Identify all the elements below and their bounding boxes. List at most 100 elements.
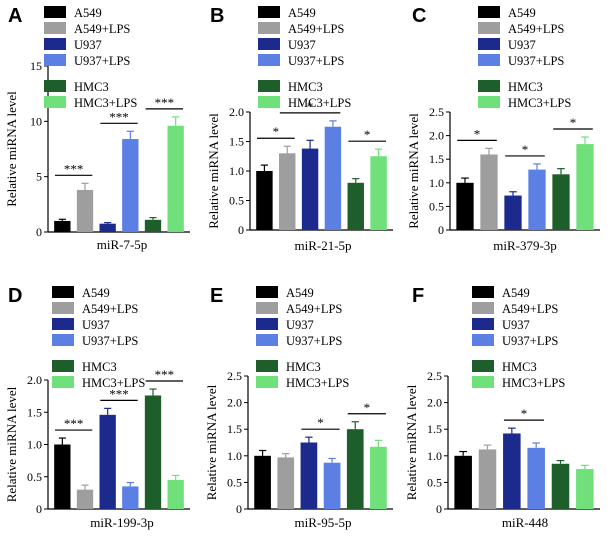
y-tick-label: 2.0 (27, 373, 42, 387)
legend-swatch (256, 302, 278, 314)
legend-swatch (44, 96, 66, 108)
legend-label: HMC3+LPS (286, 376, 349, 390)
y-tick-label: 15 (30, 59, 42, 73)
legend-label: A549 (74, 6, 102, 20)
legend-swatch (258, 22, 280, 34)
significance-label: * (474, 126, 481, 141)
legend-label: A549+LPS (502, 302, 558, 316)
legend-swatch (256, 286, 278, 298)
legend-swatch (478, 80, 500, 92)
legend-swatch (44, 6, 66, 18)
legend-swatch (52, 360, 74, 372)
legend-swatch (258, 80, 280, 92)
legend-label: A549 (508, 6, 536, 20)
legend-label: U937 (288, 38, 316, 52)
legend-swatch (256, 318, 278, 330)
y-tick-label: 0 (236, 502, 242, 516)
bar-a549 (54, 220, 71, 232)
legend-swatch (52, 318, 74, 330)
bar-u937 (504, 195, 522, 230)
legend-swatch (256, 360, 278, 372)
legend-label: A549+LPS (508, 22, 564, 36)
y-tick-label: 1.0 (227, 449, 242, 463)
legend-swatch (258, 54, 280, 66)
y-tick-label: 1.0 (27, 438, 42, 452)
legend-label: A549+LPS (286, 302, 342, 316)
bar-a549 (454, 455, 472, 509)
legend-label: HMC3 (288, 80, 323, 94)
significance-label: *** (64, 161, 84, 176)
legend-swatch (472, 360, 494, 372)
bar-u937-lps (324, 126, 342, 230)
legend-label: U937+LPS (82, 334, 138, 348)
y-tick-label: 0 (238, 223, 244, 237)
legend-label: A549+LPS (82, 302, 138, 316)
panel-F: F 0 0.5 1.0 1.5 2.0 2.5 Relative miRNA level miR… (404, 285, 600, 530)
significance-label: * (317, 415, 324, 430)
legend-swatch (258, 6, 280, 18)
legend-label: U937+LPS (502, 334, 558, 348)
legend-label: U937+LPS (288, 54, 344, 68)
significance-label: * (522, 142, 529, 157)
legend-swatch (478, 22, 500, 34)
legend-swatch (478, 96, 500, 108)
bar-u937-lps (528, 169, 546, 230)
bar-hmc3-lps (167, 125, 184, 232)
significance-label: * (364, 400, 371, 415)
legend-swatch (52, 302, 74, 314)
y-tick-label: 0.5 (429, 199, 444, 213)
bar-u937-lps (122, 486, 139, 509)
bar-a549-lps (480, 154, 498, 230)
y-tick-label: 0 (436, 502, 442, 516)
y-tick-label: 10 (30, 114, 42, 128)
y-tick-label: 1.5 (227, 422, 242, 436)
legend-swatch (44, 80, 66, 92)
legend-label: A549+LPS (74, 22, 130, 36)
legend-swatch (52, 334, 74, 346)
y-tick-label: 0.5 (227, 475, 242, 489)
legend-swatch (52, 376, 74, 388)
y-tick-label: 0.5 (427, 475, 442, 489)
y-tick-label: 2.5 (429, 105, 444, 119)
legend-label: HMC3+LPS (508, 96, 571, 110)
legend-label: HMC3 (74, 80, 109, 94)
bar-a549 (456, 182, 474, 230)
legend-swatch (44, 54, 66, 66)
panel-C: C 0 0.5 1.0 1.5 2.0 2.5 Relative miRNA level miR… (406, 5, 600, 253)
bar-u937 (99, 414, 116, 509)
y-tick-label: 2.0 (429, 129, 444, 143)
bar-u937 (300, 442, 318, 509)
legend-swatch (472, 318, 494, 330)
significance-label: *** (64, 416, 84, 431)
legend-label: HMC3+LPS (82, 376, 145, 390)
legend-swatch (52, 286, 74, 298)
y-tick-label: 2.5 (427, 369, 442, 383)
x-axis-label: miR-7-5p (97, 237, 148, 252)
y-tick-label: 1.0 (427, 449, 442, 463)
y-axis-label: Relative miRNA level (4, 91, 19, 207)
y-tick-label: 0 (36, 225, 42, 239)
bar-u937-lps (527, 447, 545, 509)
legend-label: HMC3 (502, 360, 537, 374)
legend-swatch (472, 286, 494, 298)
legend-label: HMC3 (286, 360, 321, 374)
x-axis-label: miR-199-3p (90, 515, 154, 530)
significance-label: * (364, 127, 371, 142)
y-axis-label: Relative miRNA level (204, 384, 219, 500)
significance-label: * (307, 99, 314, 114)
bar-hmc3-lps (576, 144, 594, 230)
legend-swatch (478, 6, 500, 18)
y-axis-label: Relative miRNA level (4, 386, 19, 502)
bar-u937-lps (122, 139, 139, 232)
bar-a549 (254, 455, 271, 509)
legend-label: HMC3+LPS (74, 96, 137, 110)
legend-swatch (44, 38, 66, 50)
y-tick-label: 1.5 (427, 422, 442, 436)
bar-hmc3-lps (167, 479, 184, 509)
y-tick-label: 0.5 (229, 194, 244, 208)
legend-swatch (256, 376, 278, 388)
legend-swatch (256, 334, 278, 346)
legend-label: A549 (82, 286, 110, 300)
y-axis-label: Relative miRNA level (404, 384, 419, 500)
bar-hmc3-lps (576, 469, 594, 509)
